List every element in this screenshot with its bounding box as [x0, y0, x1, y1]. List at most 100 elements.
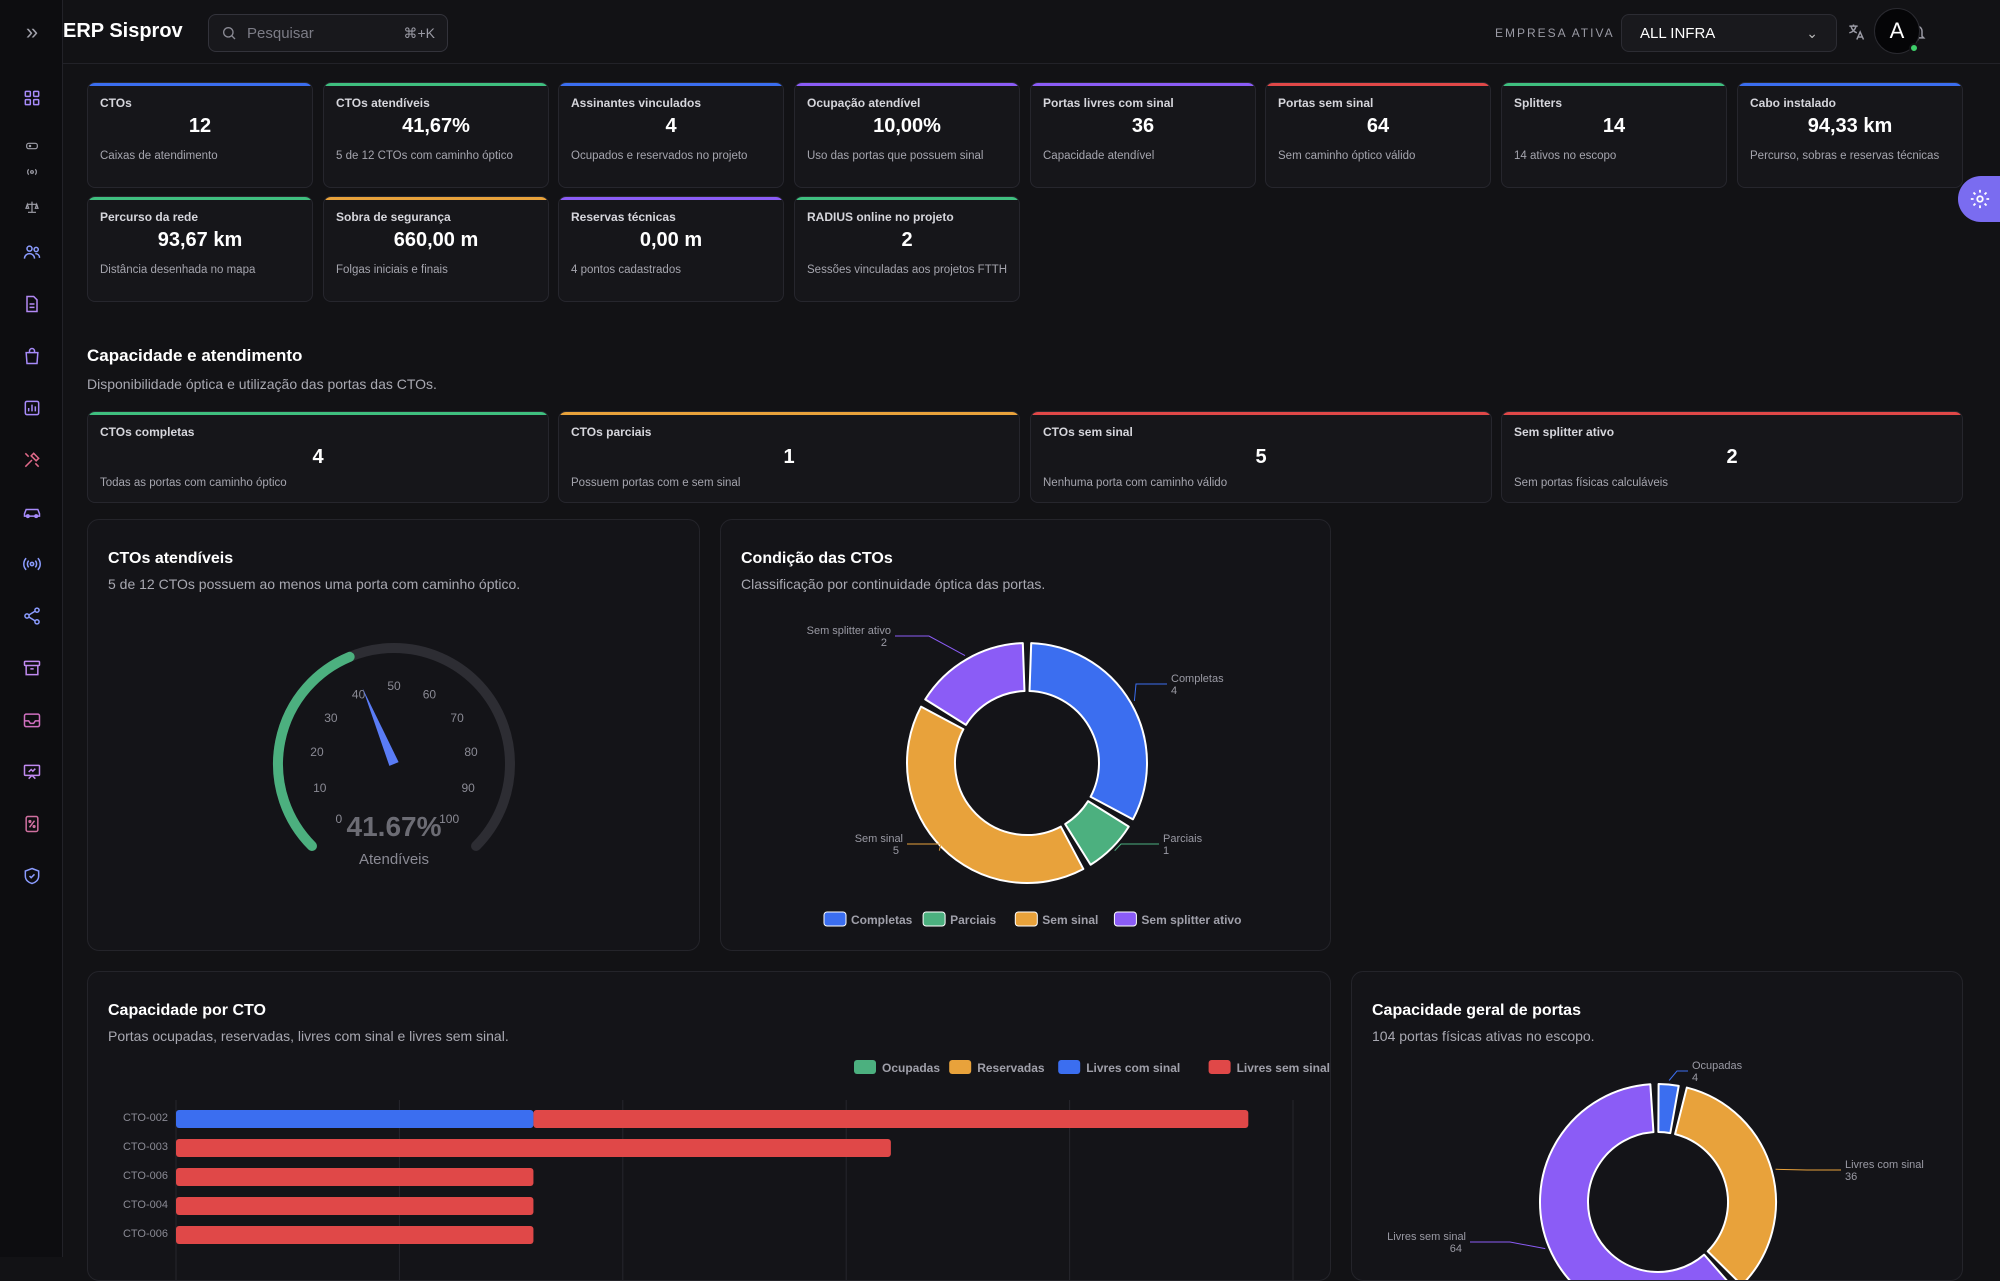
- bar-subtitle: Portas ocupadas, reservadas, livres com …: [108, 1028, 509, 1044]
- document-icon[interactable]: [20, 292, 44, 316]
- capacity-card: CTOs parciais 1 Possuem portas com e sem s…: [558, 411, 1020, 503]
- kpi-accent-bar: [1502, 83, 1726, 86]
- capacity-value: 5: [1255, 446, 1267, 468]
- gauge-tick-label: 30: [324, 711, 338, 725]
- donut-label-value: 64: [1450, 1243, 1462, 1255]
- share-icon[interactable]: [20, 604, 44, 628]
- kpi-card: Portas sem sinal 64 Sem caminho óptico vál…: [1265, 82, 1491, 188]
- legend-label: Parciais: [950, 913, 996, 927]
- kpi-accent-bar: [1031, 83, 1255, 86]
- gauge-tick-label: 20: [310, 745, 324, 759]
- legend-label: Completas: [851, 913, 913, 927]
- donut-slice: [906, 705, 1085, 884]
- topbar: ERP Sisprov Pesquisar ⌘+K EMPRESA ATIVA …: [63, 0, 2000, 64]
- kpi-value: 93,67 km: [157, 229, 243, 251]
- percent-icon[interactable]: [20, 812, 44, 836]
- kpi-card: Cabo instalado 94,33 km Percurso, sobras e…: [1737, 82, 1963, 188]
- kpi-label: Percurso da rede: [100, 210, 199, 224]
- capacity-label: Sem splitter ativo: [1514, 425, 1615, 439]
- donut-label-name: Sem sinal: [855, 833, 903, 845]
- bar-category-label: CTO-003: [123, 1141, 168, 1153]
- legend-swatch: [1058, 1060, 1081, 1074]
- kpi-subtitle: Ocupados e reservados no projeto: [571, 150, 748, 162]
- gauge-tick-label: 10: [313, 781, 327, 795]
- port-title: Capacidade geral de portas: [1372, 1002, 1581, 1019]
- kpi-card: Splitters 14 14 ativos no escopo: [1501, 82, 1727, 188]
- legend-swatch: [823, 911, 847, 927]
- donut-label-value: 36: [1845, 1171, 1857, 1183]
- gauge-tick-label: 0: [336, 812, 343, 826]
- kpi-subtitle: Uso das portas que possuem sinal: [807, 150, 984, 162]
- expand-sidebar-icon[interactable]: »: [25, 19, 39, 44]
- shield-icon[interactable]: [20, 864, 44, 888]
- chart-icon[interactable]: [20, 396, 44, 420]
- signal-icon[interactable]: [20, 552, 44, 576]
- kpi-card: CTOs 12 Caixas de atendimento: [87, 82, 313, 188]
- company-label: EMPRESA ATIVA: [1495, 26, 1615, 40]
- bar-category-label: CTO-002: [123, 1112, 168, 1124]
- donut-title: Condição das CTOs: [741, 550, 893, 567]
- legend-swatch: [1014, 911, 1038, 927]
- capacity-label: CTOs parciais: [571, 425, 652, 439]
- radio-icon[interactable]: [20, 160, 44, 184]
- gauge-needle: [362, 688, 399, 766]
- router-icon[interactable]: [20, 134, 44, 158]
- donut-label-name: Ocupadas: [1692, 1060, 1743, 1072]
- kpi-value: 64: [1366, 115, 1390, 137]
- capacity-subtitle: Todas as portas com caminho óptico: [100, 477, 287, 489]
- kpi-accent-bar: [324, 197, 548, 200]
- kpi-label: Cabo instalado: [1750, 96, 1837, 110]
- kpi-subtitle: Sessões vinculadas aos projetos FTTH: [807, 264, 1008, 276]
- settings-button[interactable]: [1958, 176, 2000, 222]
- gauge-value-label: 41.67%: [347, 811, 442, 842]
- inbox-icon[interactable]: [20, 708, 44, 732]
- tools-icon[interactable]: [20, 448, 44, 472]
- capacity-label: CTOs completas: [100, 425, 195, 439]
- users-icon[interactable]: [20, 240, 44, 264]
- search-icon: [223, 27, 236, 40]
- avatar[interactable]: A: [1874, 8, 1920, 54]
- search-input[interactable]: Pesquisar ⌘+K: [208, 14, 448, 52]
- kpi-value: 36: [1131, 115, 1155, 137]
- capacity-accent-bar: [88, 412, 548, 415]
- kpi-subtitle: Caixas de atendimento: [100, 150, 218, 162]
- donut-label-name: Sem splitter ativo: [807, 625, 891, 637]
- capacity-subtitle: Nenhuma porta com caminho válido: [1043, 477, 1228, 489]
- kpi-label: Ocupação atendível: [807, 96, 921, 110]
- translate-icon[interactable]: [1844, 20, 1868, 44]
- scale-icon[interactable]: [20, 195, 44, 219]
- company-select[interactable]: ALL INFRA ⌄: [1621, 14, 1837, 52]
- donut-label-name: Livres com sinal: [1845, 1159, 1924, 1171]
- donut-label-value: 4: [1171, 685, 1177, 697]
- kpi-accent-bar: [88, 197, 312, 200]
- bar-segment: [176, 1197, 534, 1215]
- gauge-tick-label: 90: [462, 781, 476, 795]
- shopping-bag-icon[interactable]: [20, 344, 44, 368]
- kpi-accent-bar: [795, 197, 1019, 200]
- online-status-dot: [1909, 43, 1919, 53]
- gauge-title: CTOs atendíveis: [108, 550, 234, 567]
- dashboard-icon[interactable]: [20, 86, 44, 110]
- vehicle-icon[interactable]: [20, 500, 44, 524]
- capacity-value: 1: [783, 446, 795, 468]
- kpi-accent-bar: [324, 83, 548, 86]
- bar-segment: [533, 1110, 1249, 1128]
- kpi-card: Assinantes vinculados 4 Ocupados e reserva…: [558, 82, 784, 188]
- archive-icon[interactable]: [20, 656, 44, 680]
- kpi-card: CTOs atendíveis 41,67% 5 de 12 CTOs com ca…: [323, 82, 549, 188]
- donut-label-name: Parciais: [1163, 833, 1203, 845]
- presentation-icon[interactable]: [20, 760, 44, 784]
- donut-label-value: 1: [1163, 845, 1169, 857]
- gauge-tick-label: 60: [423, 688, 437, 702]
- kpi-value: 0,00 m: [639, 229, 703, 251]
- avatar-initial: A: [1889, 18, 1905, 43]
- kpi-accent-bar: [1738, 83, 1962, 86]
- kpi-subtitle: 4 pontos cadastrados: [571, 264, 681, 276]
- capacity-card: CTOs completas 4 Todas as portas com camin…: [87, 411, 549, 503]
- capacity-value: 2: [1726, 446, 1738, 468]
- search-shortcut: ⌘+K: [403, 24, 435, 41]
- capacity-bar-chart: CTO-002 CTO-003 CTO-006 CTO-004 CTO-006 Ocupa…: [123, 1060, 1330, 1280]
- donut-leader-line: [1470, 1241, 1546, 1250]
- section-subtitle: Disponibilidade óptica e utilização das …: [87, 376, 437, 392]
- capacity-subtitle: Possuem portas com e sem sinal: [571, 477, 741, 489]
